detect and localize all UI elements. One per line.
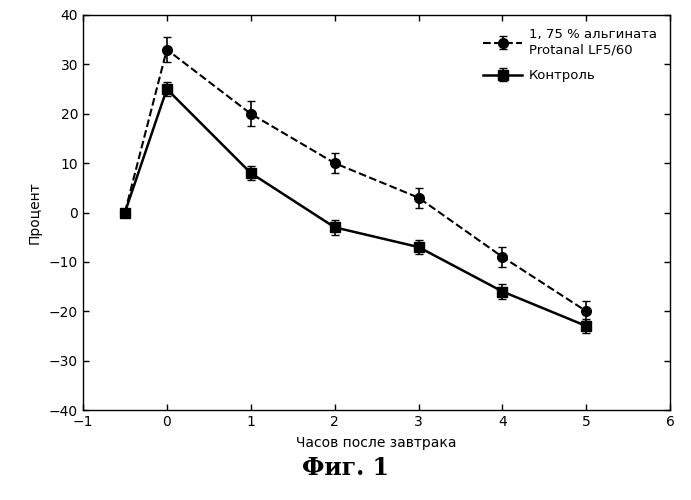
Legend: 1, 75 % альгината
Protanal LF5/60, Контроль: 1, 75 % альгината Protanal LF5/60, Контр…	[476, 22, 663, 89]
Text: Фиг. 1: Фиг. 1	[302, 456, 389, 480]
X-axis label: Часов после завтрака: Часов после завтрака	[296, 436, 457, 450]
Y-axis label: Процент: Процент	[28, 181, 42, 244]
